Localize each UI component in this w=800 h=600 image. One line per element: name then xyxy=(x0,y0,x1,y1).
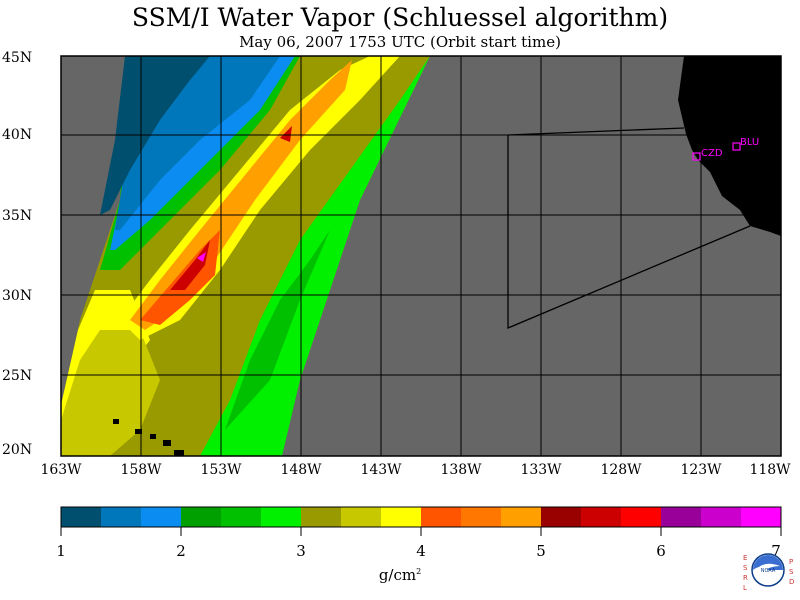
swath-olive-west xyxy=(61,330,160,456)
lon-label-143w: 143W xyxy=(360,462,402,478)
swath-magenta-peak xyxy=(197,252,206,262)
colorbar-tick-6: 6 xyxy=(656,542,666,560)
logo-right-letter: D xyxy=(789,578,794,586)
lat-label-25n: 25N xyxy=(2,368,33,384)
colorbar-tick-3: 3 xyxy=(296,542,306,560)
colorbar-swatch xyxy=(581,507,622,527)
colorbar-swatch xyxy=(741,507,782,527)
map-subtitle: May 06, 2007 1753 UTC (Orbit start time) xyxy=(239,33,561,51)
colorbar-units-superscript: 2 xyxy=(416,567,422,576)
colorbar-frame xyxy=(60,506,782,528)
lat-label-20n: 20N xyxy=(2,442,33,458)
colorbar-swatch xyxy=(381,507,422,527)
dropsonde-box-lines xyxy=(507,127,751,329)
lon-label-128w: 128W xyxy=(600,462,642,478)
colorbar-swatch xyxy=(461,507,502,527)
station-label-czd: CZD xyxy=(701,148,723,159)
lon-label-133w: 133W xyxy=(520,462,562,478)
colorbar-swatch xyxy=(421,507,462,527)
lat-label-35n: 35N xyxy=(2,208,33,224)
graticule xyxy=(61,56,781,456)
colorbar-swatch xyxy=(101,507,142,527)
lon-label-123w: 123W xyxy=(680,462,722,478)
logo-left-letter: R xyxy=(743,574,748,582)
colorbar-tick-7: 7 xyxy=(771,542,781,560)
lon-label-158w: 158W xyxy=(120,462,162,478)
logo-right-letter: P xyxy=(789,558,793,566)
swath-layer xyxy=(61,56,430,456)
swath-red-core xyxy=(170,240,210,290)
lon-label-138w: 138W xyxy=(440,462,482,478)
lon-label-148w: 148W xyxy=(280,462,322,478)
noaa-badge-text: NOAA xyxy=(761,568,776,574)
colorbar-tick-1: 1 xyxy=(56,542,66,560)
logo-left-letter: E xyxy=(743,554,747,562)
colorbar-swatch xyxy=(701,507,742,527)
colorbar-swatch xyxy=(661,507,702,527)
swath-dry-blue-core xyxy=(100,56,210,215)
station-label-blu: BLU xyxy=(740,137,760,148)
colorbar-swatch xyxy=(621,507,662,527)
station-marker-blu xyxy=(732,142,741,151)
colorbar-tick-4: 4 xyxy=(416,542,426,560)
colorbar-units: g/cm2 xyxy=(360,563,440,584)
colorbar-swatch xyxy=(141,507,182,527)
colorbar-swatch xyxy=(61,507,102,527)
colorbar-swatch xyxy=(261,507,302,527)
colorbar-swatch xyxy=(541,507,582,527)
lat-label-30n: 30N xyxy=(2,288,33,304)
lat-label-45n: 45N xyxy=(2,50,33,66)
colorbar-swatch xyxy=(221,507,262,527)
colorbar-swatch xyxy=(301,507,342,527)
swath-green-inner xyxy=(225,230,330,430)
colorbar-units-text: g/cm xyxy=(378,566,417,584)
colorbar-swatch xyxy=(501,507,542,527)
station-marker-czd xyxy=(692,152,701,161)
land-mass xyxy=(678,56,781,236)
colorbar xyxy=(60,507,782,536)
lon-label-153w: 153W xyxy=(200,462,242,478)
swath-red-spot-north xyxy=(280,126,292,142)
lon-label-163w: 163W xyxy=(40,462,82,478)
noaa-bird-icon xyxy=(756,563,780,572)
logo-left-letter: S xyxy=(743,564,748,572)
lon-label-118w: 118W xyxy=(749,462,791,478)
logo-left-letter: L xyxy=(743,584,747,592)
lat-label-40n: 40N xyxy=(2,127,33,143)
colorbar-swatch xyxy=(181,507,222,527)
map-frame xyxy=(60,55,782,457)
logo-right-letter: S xyxy=(789,568,794,576)
colorbar-swatch xyxy=(341,507,382,527)
swath-orange-ridge xyxy=(130,60,352,330)
hawaiian-islands xyxy=(113,419,184,456)
map-title: SSM/I Water Vapor (Schluessel algorithm) xyxy=(131,3,669,32)
colorbar-tick-2: 2 xyxy=(176,542,186,560)
colorbar-tick-5: 5 xyxy=(536,542,546,560)
